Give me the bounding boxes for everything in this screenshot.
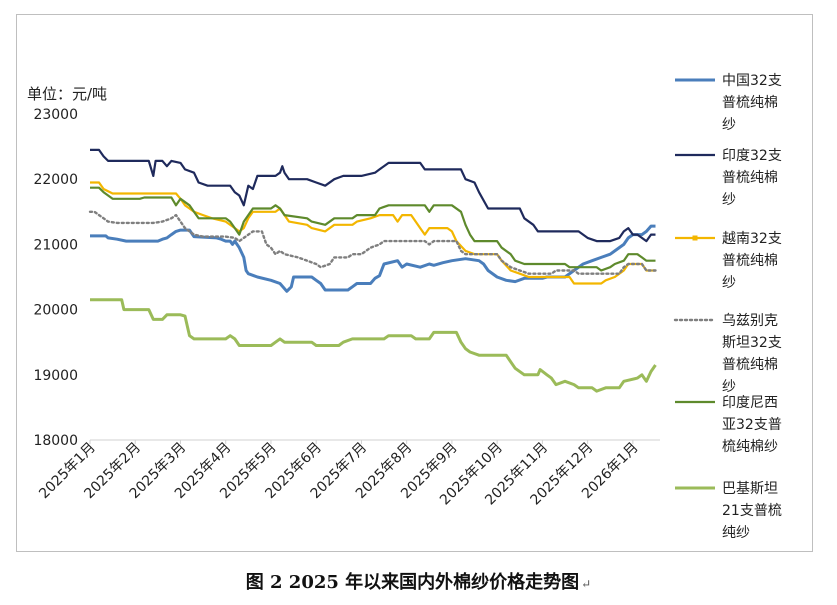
series-line-5 [90,186,656,272]
x-tick-labels: 2025年1月2025年2月2025年3月2025年4月2025年5月2025年… [36,440,641,509]
legend-label: 纱 [722,192,736,208]
legend-label: 纱 [722,275,736,291]
legend-label: 越南32支 [722,231,782,247]
legend-label: 普梳纯棉 [722,356,778,373]
y-tick-labels: 18000 19000 20000 21000 22000 23000 [33,107,78,449]
legend-label: 斯坦32支 [722,335,782,351]
series-line-4 [88,210,657,275]
legend-label: 21支普梳 [722,503,782,519]
legend-marker [692,235,698,241]
figure-caption: 图 2 2025 年以来国内外棉纱价格走势图 ↵ [0,568,837,594]
series-line-6 [90,298,657,393]
legend-label: 普梳纯棉 [722,252,778,269]
y-tick-label: 22000 [33,172,78,188]
y-tick-label: 23000 [33,107,78,123]
legend-label: 印度尼西 [722,395,778,411]
caption-text: 图 2 2025 年以来国内外棉纱价格走势图 [245,572,580,593]
legend-label: 纱 [722,379,736,395]
legend-label: 乌兹别克 [722,313,778,329]
legend-label: 梳纯棉纱 [722,438,778,455]
y-tick-label: 18000 [33,433,78,449]
unit-label: 单位：元/吨 [27,85,107,103]
legend-label: 中国32支 [722,73,782,89]
chart-frame: 单位：元/吨 18000 19000 20000 21000 22000 23000 20… [16,14,813,552]
y-tick-label: 21000 [33,237,78,253]
y-tick-label: 19000 [33,368,78,384]
price-line-chart: 单位：元/吨 18000 19000 20000 21000 22000 23000 20… [27,73,782,541]
legend-label: 巴基斯坦 [722,480,778,497]
legend-label: 纯纱 [722,525,750,541]
paragraph-mark: ↵ [581,577,592,591]
y-tick-label: 20000 [33,303,78,319]
series-line-2 [90,148,656,243]
series-line-3 [90,181,656,285]
legend-label: 普梳纯棉 [722,94,778,111]
legend-label: 印度32支 [722,148,782,164]
legend-label: 纱 [722,117,736,133]
legend-label: 普梳纯棉 [722,169,778,186]
legend: 中国32支普梳纯棉纱印度32支普梳纯棉纱越南32支普梳纯棉纱乌兹别克斯坦32支普… [673,73,782,541]
series-line-1 [90,224,656,293]
legend-label: 亚32支普 [722,417,782,433]
series-lines [88,148,657,393]
